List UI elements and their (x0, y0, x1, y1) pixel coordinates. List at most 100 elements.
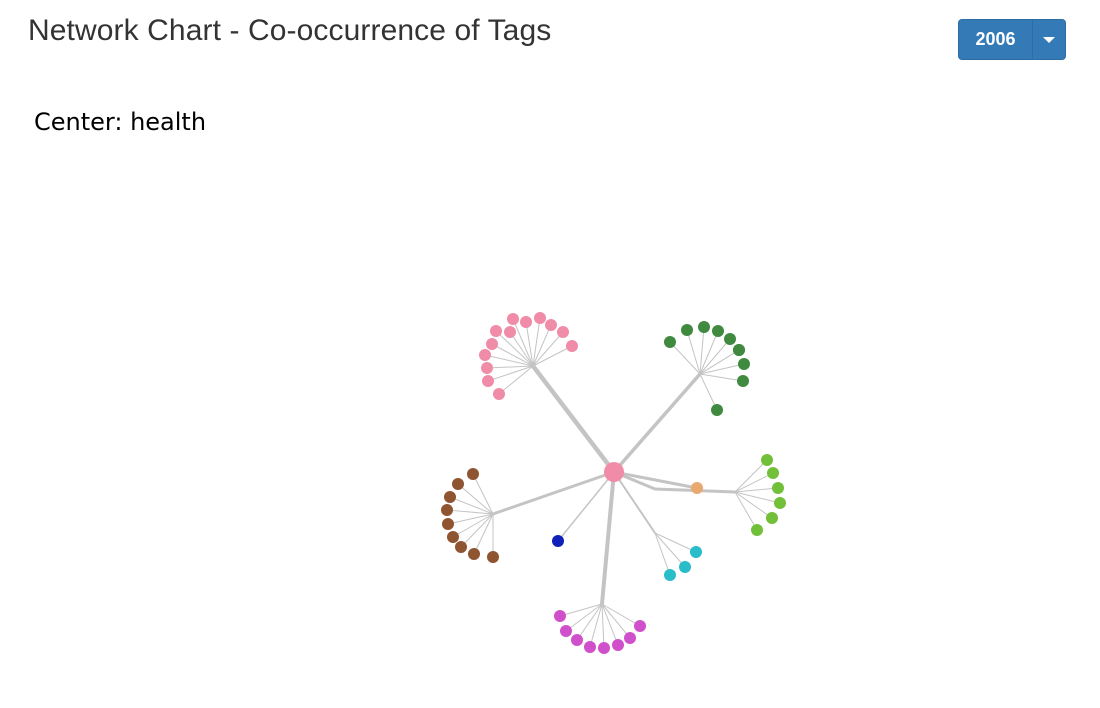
cyan-cluster-leaf-node[interactable] (679, 561, 691, 573)
brown-cluster-leaf-node[interactable] (455, 541, 467, 553)
pink-cluster-leaf-edge (498, 365, 534, 395)
pink-cluster-leaf-edge (525, 321, 534, 367)
light-green-cluster-leaf-node[interactable] (767, 467, 779, 479)
pink-cluster-leaf-node[interactable] (545, 319, 557, 331)
magenta-cluster-leaf-edge (601, 603, 619, 646)
light-green-cluster-leaf-edge (734, 491, 758, 531)
pink-cluster-leaf-edge (532, 345, 573, 367)
light-green-cluster-leaf-node[interactable] (761, 454, 773, 466)
dark-green-cluster-leaf-edge (699, 373, 744, 382)
light-green-cluster-leaf-edge (734, 472, 774, 493)
brown-cluster-leaf-edge (449, 496, 494, 515)
dark-green-cluster-leaf-edge (686, 329, 701, 375)
dark-green-cluster-leaf-edge (699, 338, 731, 375)
blue-node-edge (557, 471, 615, 542)
magenta-cluster-leaf-node[interactable] (634, 620, 646, 632)
year-dropdown-toggle[interactable] (1033, 20, 1065, 59)
dark-green-cluster-leaf-node[interactable] (724, 333, 736, 345)
dark-green-cluster-leaf-node[interactable] (681, 324, 693, 336)
brown-cluster-leaf-node[interactable] (444, 491, 456, 503)
nodes-layer (441, 312, 786, 654)
dark-green-cluster-leaf-edge (699, 373, 718, 411)
pink-cluster-leaf-node[interactable] (490, 325, 502, 337)
magenta-cluster-leaf-node[interactable] (612, 639, 624, 651)
dark-green-cluster-leaf-node[interactable] (712, 325, 724, 337)
brown-cluster-leaf-node[interactable] (487, 551, 499, 563)
magenta-cluster-leaf-node[interactable] (624, 632, 636, 644)
pink-cluster-leaf-node[interactable] (486, 338, 498, 350)
cyan-cluster-edge (613, 471, 656, 534)
cyan-cluster-leaf-edge (654, 532, 697, 553)
light-green-cluster-leaf-node[interactable] (766, 512, 778, 524)
pink-cluster-leaf-edge (491, 343, 534, 367)
magenta-cluster-leaf-node[interactable] (554, 610, 566, 622)
pink-cluster-leaf-node[interactable] (507, 313, 519, 325)
pink-cluster-leaf-edge (532, 331, 564, 367)
pink-cluster-leaf-node[interactable] (557, 326, 569, 338)
light-green-cluster-leaf-edge (734, 459, 768, 493)
cyan-cluster-leaf-node[interactable] (690, 546, 702, 558)
pink-cluster-leaf-node[interactable] (482, 375, 494, 387)
magenta-cluster-leaf-edge (601, 603, 641, 627)
light-green-cluster-leaf-edge (734, 487, 779, 493)
dark-green-cluster-leaf-edge (669, 341, 701, 375)
brown-cluster-leaf-node[interactable] (442, 518, 454, 530)
dark-green-cluster-leaf-node[interactable] (698, 321, 710, 333)
magenta-cluster-leaf-edge (559, 603, 603, 617)
center-node[interactable] (604, 462, 624, 482)
dark-green-cluster-leaf-node[interactable] (733, 344, 745, 356)
magenta-cluster-leaf-node[interactable] (560, 625, 572, 637)
pink-cluster-leaf-node[interactable] (566, 340, 578, 352)
brown-cluster-leaf-node[interactable] (441, 504, 453, 516)
pink-cluster-leaf-edge (484, 354, 534, 367)
brown-cluster-leaf-edge (460, 513, 494, 548)
dark-green-cluster-leaf-node[interactable] (738, 358, 750, 370)
brown-cluster-edge (491, 470, 616, 516)
brown-cluster-leaf-node[interactable] (468, 548, 480, 560)
pink-cluster-edge (530, 363, 617, 475)
brown-cluster-leaf-edge (472, 473, 494, 515)
magenta-cluster-leaf-node[interactable] (571, 634, 583, 646)
light-green-cluster-leaf-node[interactable] (751, 524, 763, 536)
year-dropdown-value[interactable]: 2006 (959, 20, 1033, 59)
orange-node[interactable] (691, 482, 703, 494)
light-green-cluster-leaf-node[interactable] (772, 482, 784, 494)
magenta-cluster-leaf-node[interactable] (598, 642, 610, 654)
pink-cluster-leaf-node[interactable] (479, 349, 491, 361)
cyan-cluster-leaf-node[interactable] (664, 569, 676, 581)
pink-cluster-leaf-edge (486, 365, 534, 369)
cyan-cluster-leaf-edge (654, 532, 686, 568)
pink-cluster-leaf-node[interactable] (504, 326, 516, 338)
year-dropdown[interactable]: 2006 (958, 19, 1066, 60)
pink-cluster-leaf-edge (512, 318, 534, 367)
dark-green-cluster-leaf-node[interactable] (737, 375, 749, 387)
dark-green-cluster-leaf-node[interactable] (664, 336, 676, 348)
brown-cluster-leaf-edge (473, 513, 494, 555)
orange-node-edge (612, 470, 699, 490)
dark-green-cluster-edge (612, 372, 702, 474)
brown-cluster-leaf-node[interactable] (447, 531, 459, 543)
pink-cluster-leaf-node[interactable] (520, 316, 532, 328)
magenta-cluster-leaf-node[interactable] (584, 641, 596, 653)
pink-cluster-leaf-node[interactable] (534, 312, 546, 324)
pink-cluster-leaf-node[interactable] (481, 362, 493, 374)
magenta-cluster-leaf-edge (576, 603, 603, 641)
pink-cluster-leaf-edge (487, 365, 534, 382)
page-title: Network Chart - Co-occurrence of Tags (28, 14, 552, 47)
blue-node[interactable] (552, 535, 564, 547)
brown-cluster-leaf-edge (446, 509, 494, 515)
brown-cluster-leaf-edge (452, 513, 494, 538)
brown-cluster-leaf-node[interactable] (452, 478, 464, 490)
light-green-cluster-leaf-edge (734, 491, 781, 504)
pink-cluster-leaf-edge (532, 324, 552, 367)
light-green-cluster-leaf-node[interactable] (774, 497, 786, 509)
brown-cluster-leaf-node[interactable] (467, 468, 479, 480)
magenta-cluster-edge (600, 470, 616, 606)
magenta-cluster-leaf-edge (601, 603, 631, 639)
pink-cluster-leaf-node[interactable] (493, 388, 505, 400)
dark-green-cluster-leaf-edge (699, 363, 745, 375)
caret-down-icon (1043, 36, 1055, 43)
dark-green-cluster-leaf-node[interactable] (711, 404, 723, 416)
center-label: Center: health (34, 108, 207, 136)
